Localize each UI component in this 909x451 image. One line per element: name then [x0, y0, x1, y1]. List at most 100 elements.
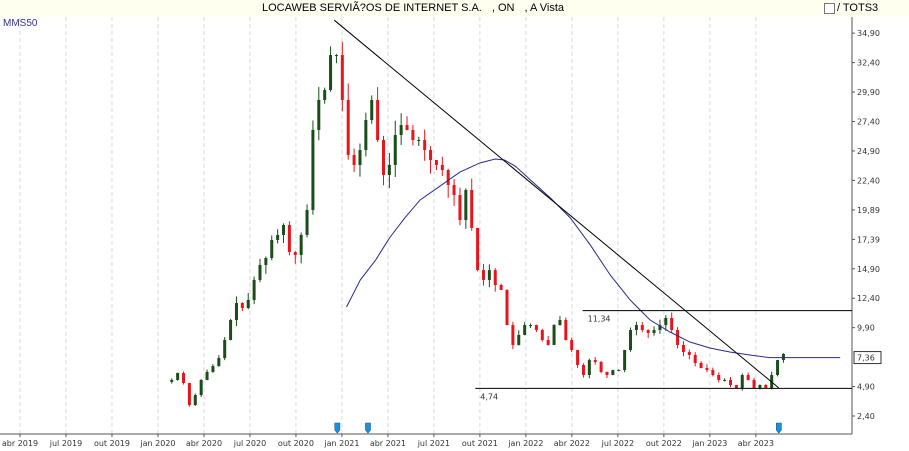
candle	[187, 383, 191, 406]
compare-label: / TOTS3	[837, 2, 879, 14]
price-tick-label: 12,40	[857, 294, 880, 303]
date-tick-label: jul 2022	[601, 439, 634, 448]
candle	[182, 373, 186, 384]
candle	[223, 340, 227, 359]
candle	[270, 240, 274, 259]
chart-header: LOCAWEB SERVIÃ?OS DE INTERNET S.A. , ON …	[0, 0, 909, 17]
price-tick-label: 22,40	[857, 176, 880, 185]
candle	[581, 364, 585, 376]
candle	[599, 362, 603, 372]
candle	[523, 325, 527, 335]
candle	[399, 125, 403, 136]
date-tick-label: jan 2023	[691, 439, 727, 448]
candle	[476, 227, 480, 271]
candle	[629, 330, 633, 351]
date-tick-label: out 2022	[646, 439, 682, 448]
candle	[540, 330, 544, 341]
candle	[740, 375, 744, 388]
candle	[676, 330, 680, 345]
date-tick-label: abr 2023	[738, 439, 774, 448]
candle	[746, 375, 750, 380]
candle	[393, 135, 397, 165]
candle	[334, 55, 338, 57]
candle	[593, 360, 597, 363]
last-price-box	[853, 351, 882, 365]
candle	[758, 385, 762, 388]
price-tick-label: 24,90	[857, 147, 880, 156]
candle	[199, 379, 203, 396]
candle	[458, 195, 462, 220]
candle	[434, 160, 438, 165]
date-tick-label: out 2021	[462, 439, 498, 448]
date-tick-label: out 2019	[94, 439, 130, 448]
candle	[617, 370, 621, 372]
candle	[605, 371, 609, 376]
candle	[752, 379, 756, 388]
header-title-row: LOCAWEB SERVIÃ?OS DE INTERNET S.A. , ON …	[262, 2, 564, 14]
event-marker-icon	[776, 422, 782, 434]
date-tick-label: abr 2020	[186, 439, 222, 448]
candle	[376, 99, 380, 140]
price-tick-label: 14,90	[857, 265, 880, 274]
candle	[405, 125, 409, 130]
date-tick-label: out 2020	[278, 439, 314, 448]
compare-checkbox[interactable]	[824, 3, 835, 14]
candle	[670, 317, 674, 331]
indicator-label: MMS50	[3, 18, 38, 29]
candle	[299, 234, 303, 255]
candle	[546, 340, 550, 345]
candle	[364, 119, 368, 151]
price-tick-label: 34,90	[857, 29, 880, 38]
price-tick-label: 2,40	[857, 412, 875, 421]
candle	[252, 279, 256, 300]
candle	[564, 319, 568, 341]
candle	[452, 184, 456, 196]
candle	[534, 325, 538, 331]
candle	[734, 385, 738, 388]
share-class: , ON	[491, 2, 515, 14]
candle	[717, 375, 721, 380]
price-tick-label: 32,40	[857, 59, 880, 68]
candle	[370, 99, 374, 120]
candle	[211, 366, 215, 372]
candle	[552, 325, 556, 345]
candle	[729, 379, 733, 386]
candle	[264, 258, 268, 265]
candle	[681, 344, 685, 353]
date-tick-label: jul 2019	[49, 439, 82, 448]
candle	[646, 330, 650, 333]
date-tick-label: jan 2021	[323, 439, 359, 448]
candle	[258, 264, 262, 280]
last-price-label: 7,36	[857, 354, 875, 363]
support-label: 4,74	[480, 392, 498, 401]
candle	[781, 354, 785, 361]
price-tick-label: 9,90	[857, 324, 875, 333]
candle	[517, 334, 521, 345]
candle	[711, 370, 715, 376]
candle	[558, 319, 562, 326]
candle	[658, 325, 662, 331]
date-tick-label: jul 2021	[417, 439, 450, 448]
candle	[305, 209, 309, 235]
candle	[358, 150, 362, 165]
candle	[470, 189, 474, 228]
event-marker-icon	[365, 422, 371, 434]
price-tick-label: 4,90	[857, 383, 875, 392]
candle	[246, 299, 250, 308]
candle	[387, 164, 391, 175]
date-tick-label: abr 2019	[2, 439, 38, 448]
candle	[429, 150, 433, 161]
market-type: , A Vista	[524, 2, 565, 14]
candle	[611, 370, 615, 376]
candle	[652, 330, 656, 333]
candle	[587, 360, 591, 376]
date-tick-label: abr 2021	[370, 439, 406, 448]
trendline	[333, 19, 780, 389]
candle	[340, 55, 344, 100]
candle	[417, 139, 421, 141]
candle	[217, 358, 221, 367]
candle	[329, 55, 333, 91]
candle	[176, 373, 180, 380]
candle	[687, 352, 691, 355]
